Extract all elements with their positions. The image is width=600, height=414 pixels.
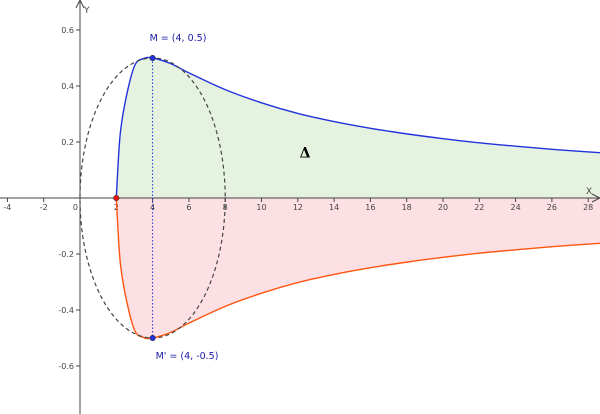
x-tick-label: -4: [3, 203, 11, 212]
shaded-regions: [116, 57, 600, 339]
y-axis-label: Y: [83, 6, 90, 16]
x-tick-label: 4: [150, 203, 155, 212]
point-m: [149, 54, 156, 62]
x-tick-label: 26: [547, 203, 557, 212]
labels: M = (4, 0.5) M' = (4, -0.5) Δ: [150, 33, 311, 362]
point-m-prime-label: M' = (4, -0.5): [156, 351, 219, 362]
y-tick-label: 0.2: [61, 138, 74, 147]
lower-curve: [115, 197, 600, 340]
y-axis-arrow: [75, 0, 85, 9]
y-tick-label: -0.6: [58, 362, 74, 371]
delta-label: Δ: [300, 145, 311, 161]
x-tick-label: 12: [293, 203, 303, 212]
point-start: [113, 194, 120, 202]
point-m-label: M = (4, 0.5): [150, 33, 207, 44]
curves: [115, 56, 600, 340]
y-tick-label: 0.4: [61, 82, 74, 91]
y-tick-label: 0.6: [61, 26, 74, 35]
x-tick-label: 10: [256, 203, 266, 212]
x-axis-label: X: [586, 187, 592, 197]
upper-region-fill: [116, 57, 600, 198]
x-tick-label: 14: [329, 203, 339, 212]
x-tick-label: 18: [402, 203, 412, 212]
x-axis-arrow: [591, 193, 600, 203]
y-tick-label: -0.4: [58, 306, 74, 315]
x-tick-label: 22: [474, 203, 484, 212]
y-tick-label: -0.2: [58, 250, 74, 259]
x-tick-label: 0: [73, 203, 78, 212]
x-tick-label: 16: [365, 203, 375, 212]
points: [113, 54, 156, 342]
x-tick-label: 6: [186, 203, 191, 212]
x-tick-label: 24: [511, 203, 521, 212]
lower-region-fill: [116, 198, 600, 339]
upper-curve: [115, 56, 600, 199]
x-tick-label: 28: [583, 203, 593, 212]
x-tick-label: -2: [40, 203, 48, 212]
x-tick-label: 20: [438, 203, 448, 212]
point-m-prime: [149, 334, 156, 342]
